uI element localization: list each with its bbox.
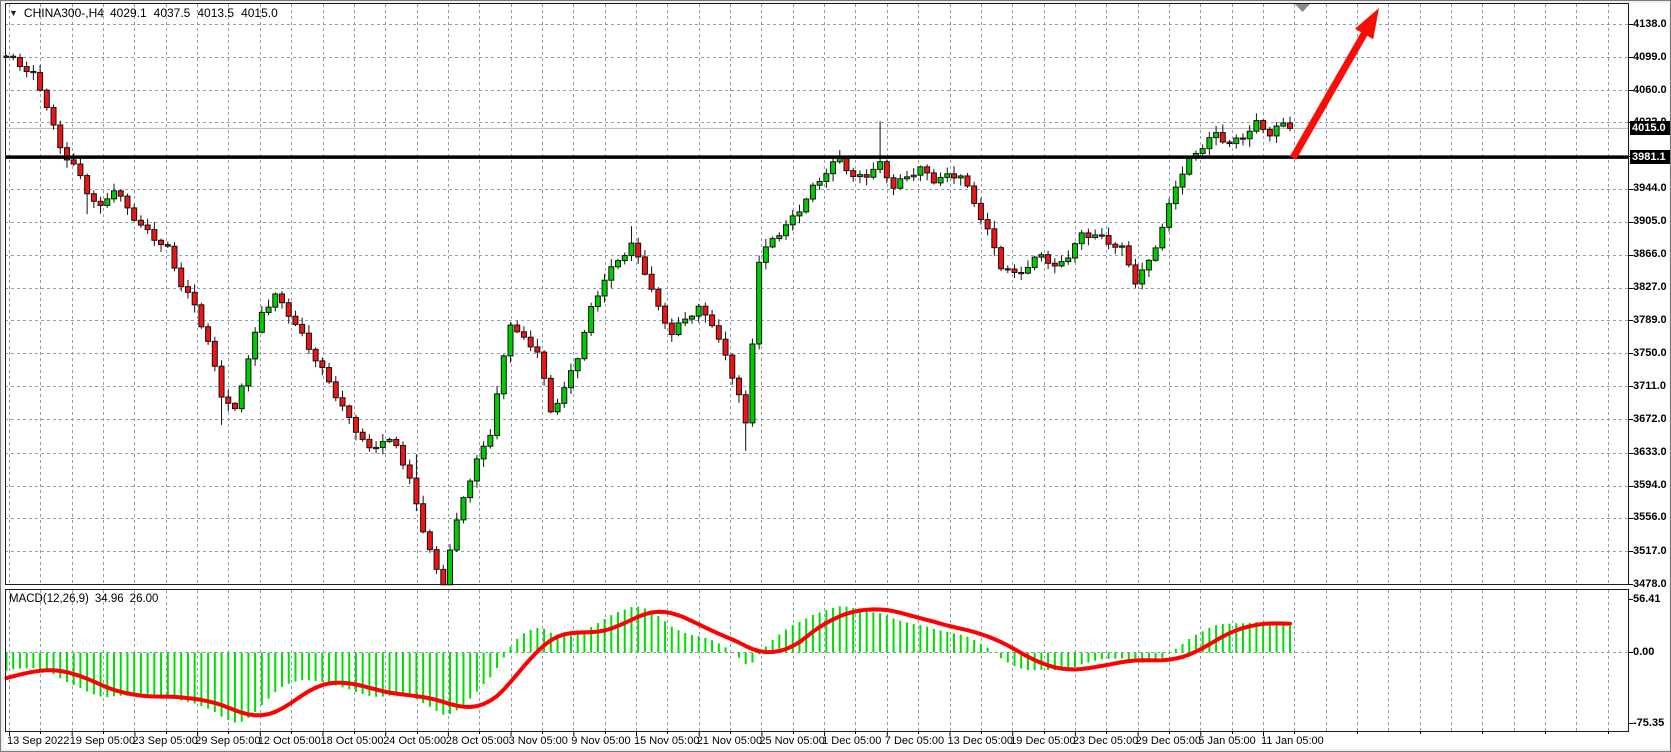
time-scale-label: 23 Sep 05:00 <box>132 735 198 747</box>
price-scale-label: 3517.0 <box>1633 544 1667 557</box>
macd-scale-label: -75.35 <box>1633 716 1665 729</box>
price-scale-label: 3556.0 <box>1633 511 1667 524</box>
symbol-dropdown-icon[interactable]: ▼ <box>9 8 18 18</box>
price-scale-label: 3827.0 <box>1633 281 1667 294</box>
symbol-period-label: CHINA300-,H4 <box>23 6 104 20</box>
title-low-value: 4013.5 <box>197 6 235 20</box>
macd-scale-label: 56.41 <box>1633 592 1661 605</box>
main-pane-border <box>5 3 1629 585</box>
time-scale-label: 7 Dec 05:00 <box>884 735 945 747</box>
price-scale-label: 3750.0 <box>1633 346 1667 359</box>
title-open-value: 4029.1 <box>109 6 147 20</box>
macd-signal-line <box>4 607 1292 718</box>
time-scale-label: 29 Sep 05:00 <box>195 735 261 747</box>
macd-name: MACD(12,26,9) <box>9 593 89 605</box>
chart-title: ▼ CHINA300-,H4 4029.1 4037.5 4013.5 4015… <box>9 6 278 20</box>
macd-value: 34.96 <box>94 593 124 605</box>
axis-ticks <box>9 24 1633 736</box>
price-scale-label: 3594.0 <box>1633 479 1667 492</box>
time-scale-label: 28 Oct 05:00 <box>445 735 509 747</box>
hline-price-badge: 3981.1 <box>1630 150 1670 165</box>
time-scale-label: 18 Oct 05:00 <box>320 735 384 747</box>
time-scale-label: 13 Sep 2022 <box>7 735 70 747</box>
time-scale-label: 15 Nov 05:00 <box>634 735 700 747</box>
title-high-value: 4037.5 <box>153 6 191 20</box>
price-scale-label: 3905.0 <box>1633 215 1667 228</box>
price-scale-label: 3633.0 <box>1633 446 1667 459</box>
time-scale-label: 19 Sep 05:00 <box>69 735 136 747</box>
price-scale-label: 3711.0 <box>1633 379 1667 392</box>
candlestick-series <box>3 53 1294 586</box>
time-scale-label: 9 Nov 05:00 <box>571 735 631 747</box>
price-scale-label: 3944.0 <box>1633 182 1667 195</box>
time-scale-label: 5 Jan 05:00 <box>1198 735 1256 747</box>
time-scale-label: 19 Dec 05:00 <box>1010 735 1076 747</box>
macd-histogram <box>5 606 1292 723</box>
macd-indicator-label: MACD(12,26,9) 34.96 26.00 <box>9 593 158 605</box>
red-up-arrow-annotation <box>1289 8 1379 160</box>
price-scale-label: 3789.0 <box>1633 313 1667 326</box>
time-scale-label: 25 Nov 05:00 <box>759 735 825 747</box>
price-scale-label: 3478.0 <box>1633 577 1667 590</box>
chart-shift-marker-icon <box>1295 4 1310 12</box>
price-scale-label: 3672.0 <box>1633 412 1667 425</box>
price-scale-label: 4060.0 <box>1633 83 1667 96</box>
macd-scale-label: 0.00 <box>1633 646 1655 658</box>
price-scale-label: 3866.0 <box>1633 248 1667 261</box>
time-scale-label: 21 Nov 05:00 <box>696 735 763 747</box>
macd-pane-border <box>5 589 1629 732</box>
current-price-badge: 4015.0 <box>1630 121 1670 136</box>
time-scale-label: 23 Dec 05:00 <box>1072 735 1139 747</box>
macd-signal-value: 26.00 <box>129 593 159 605</box>
time-scale-label: 13 Dec 05:00 <box>947 735 1013 747</box>
time-scale-label: 3 Nov 05:00 <box>508 735 568 747</box>
time-scale-label: 24 Oct 05:00 <box>383 735 447 747</box>
time-scale-label: 12 Oct 05:00 <box>257 735 321 747</box>
price-scale-label: 4138.0 <box>1633 17 1667 30</box>
price-scale-label: 4099.0 <box>1633 50 1667 63</box>
time-scale-label: 1 Dec 05:00 <box>822 735 882 747</box>
time-scale-label: 29 Dec 05:00 <box>1135 735 1202 747</box>
time-scale-label: 11 Jan 05:00 <box>1261 735 1324 747</box>
title-close-value: 4015.0 <box>241 6 278 20</box>
